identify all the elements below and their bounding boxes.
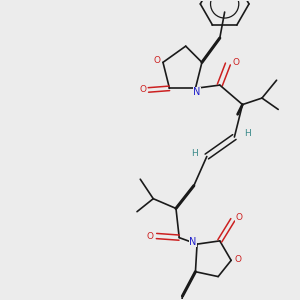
Text: O: O [146,232,154,241]
Text: O: O [232,58,239,67]
Text: O: O [154,56,160,65]
Text: O: O [139,85,146,94]
Text: O: O [235,213,242,222]
Text: N: N [190,236,197,247]
Text: H: H [244,129,251,138]
Text: N: N [194,87,201,97]
Text: H: H [191,149,198,158]
Text: O: O [234,255,241,264]
